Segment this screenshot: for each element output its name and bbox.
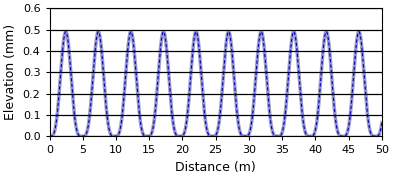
X-axis label: Distance (m): Distance (m) [175,161,256,174]
Y-axis label: Elevation (mm): Elevation (mm) [4,24,17,120]
